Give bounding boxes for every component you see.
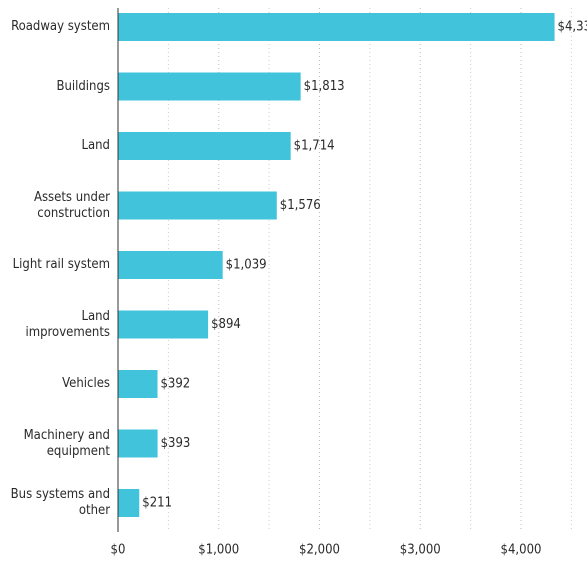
bar <box>118 251 223 279</box>
x-tick-label: $4,000 <box>501 543 542 558</box>
y-tick-label: Land improvements <box>25 308 110 340</box>
x-tick-label: $2,000 <box>299 543 340 558</box>
value-label: $894 <box>211 317 241 332</box>
bar <box>118 13 555 41</box>
y-tick-label: Assets under construction <box>33 189 110 221</box>
bar <box>118 191 277 220</box>
value-label: $1,576 <box>280 198 321 213</box>
bar <box>118 72 301 101</box>
y-tick-label: Machinery and equipment <box>23 427 110 459</box>
y-tick-label: Light rail system <box>12 257 110 272</box>
bar <box>118 370 158 398</box>
x-tick-label: $0 <box>111 543 126 558</box>
bar <box>118 310 209 339</box>
bar <box>118 489 140 517</box>
y-tick-label: Buildings <box>56 78 110 94</box>
x-tick-label: $3,000 <box>400 543 441 558</box>
y-tick-label: Land <box>81 138 110 153</box>
bar <box>118 132 291 160</box>
value-label: $4,333 <box>558 20 587 35</box>
y-tick-label: Roadway system <box>11 19 110 34</box>
value-label: $1,813 <box>304 79 345 94</box>
value-label: $393 <box>161 436 191 451</box>
value-label: $1,039 <box>226 258 267 273</box>
value-label: $211 <box>142 496 172 511</box>
bar <box>118 429 158 458</box>
value-label: $1,714 <box>294 139 335 154</box>
value-label: $392 <box>160 377 190 392</box>
x-tick-label: $1,000 <box>198 543 239 558</box>
y-tick-label: Vehicles <box>62 376 110 391</box>
y-tick-label: Bus systems and other <box>10 487 110 518</box>
